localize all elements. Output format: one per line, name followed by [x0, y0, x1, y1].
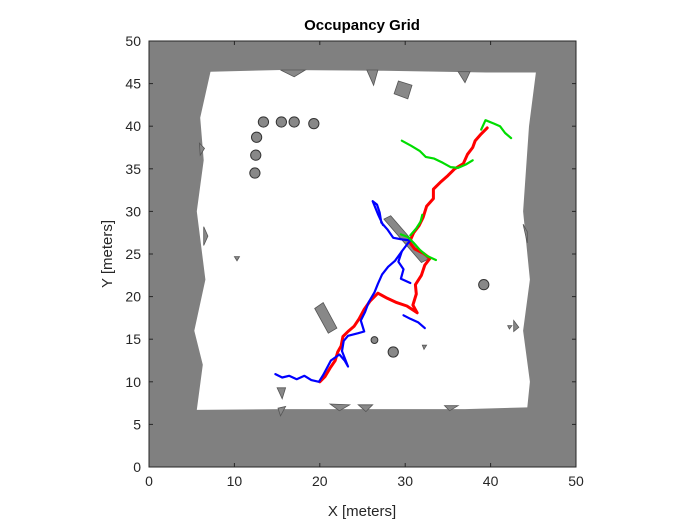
y-tick-label: 5	[133, 416, 141, 432]
obstacle-circle	[275, 116, 287, 128]
x-axis-label: X [meters]	[328, 503, 396, 520]
obstacle-circle	[250, 149, 262, 161]
x-tick-label: 40	[483, 473, 499, 489]
obstacle-polygon	[328, 403, 352, 412]
free-space-region	[194, 70, 536, 410]
obstacle-circle	[387, 346, 399, 358]
y-tick-label: 50	[125, 33, 141, 49]
chart-title: Occupancy Grid	[304, 17, 420, 34]
y-tick-label: 0	[133, 459, 141, 475]
obstacle-polygon	[366, 69, 379, 87]
obstacle-polygon	[357, 404, 374, 413]
obstacle-polygon	[507, 325, 513, 330]
y-tick-label: 30	[125, 203, 141, 219]
obstacle-circle	[250, 131, 263, 143]
obstacle-polygon	[198, 142, 206, 157]
obstacle-polygon	[457, 71, 471, 84]
obstacle-circle	[249, 167, 261, 179]
y-tick-label: 10	[125, 374, 141, 390]
green-path-line	[399, 233, 437, 262]
y-tick-label: 25	[125, 246, 141, 262]
y-tick-label: 45	[125, 76, 141, 92]
blue-path-line	[397, 250, 412, 285]
obstacle-polygon	[421, 344, 428, 351]
obstacle-polygon	[513, 319, 520, 333]
y-tick-label: 40	[125, 118, 141, 134]
obstacle-polygon	[277, 405, 287, 417]
y-tick-label: 15	[125, 331, 141, 347]
green-path-line	[400, 139, 474, 169]
obstacle-polygon	[314, 302, 338, 334]
obstacle-polygon	[280, 69, 307, 78]
x-tick-label: 20	[312, 473, 328, 489]
obstacle-circle	[370, 336, 379, 344]
y-tick-label: 35	[125, 161, 141, 177]
y-tick-label: 20	[125, 289, 141, 305]
blue-path-line	[402, 314, 426, 330]
red-path-line	[318, 126, 489, 384]
y-axis-label: Y [meters]	[99, 220, 116, 288]
green-path-line	[480, 119, 513, 140]
obstacle-circle	[257, 116, 270, 128]
obstacle-circle	[308, 118, 320, 130]
obstacle-polygon	[393, 80, 413, 100]
obstacle-polygon	[233, 256, 241, 262]
obstacle-polygon	[522, 224, 528, 243]
plot-area	[149, 41, 576, 467]
blue-path-line	[274, 200, 412, 383]
x-tick-label: 50	[568, 473, 584, 489]
obstacle-polygon	[443, 405, 460, 412]
x-tick-label: 10	[227, 473, 243, 489]
green-path-line	[409, 213, 424, 237]
obstacle-circle	[478, 279, 490, 291]
x-tick-label: 0	[145, 473, 153, 489]
x-tick-label: 30	[397, 473, 413, 489]
axes: 0 10 20 30 40 50 0 5 10 15 20 25 30 35 40 45 50	[125, 33, 584, 489]
obstacle-circle	[288, 116, 300, 128]
obstacle-polygon	[203, 226, 209, 246]
obstacle-polygon	[276, 387, 287, 400]
